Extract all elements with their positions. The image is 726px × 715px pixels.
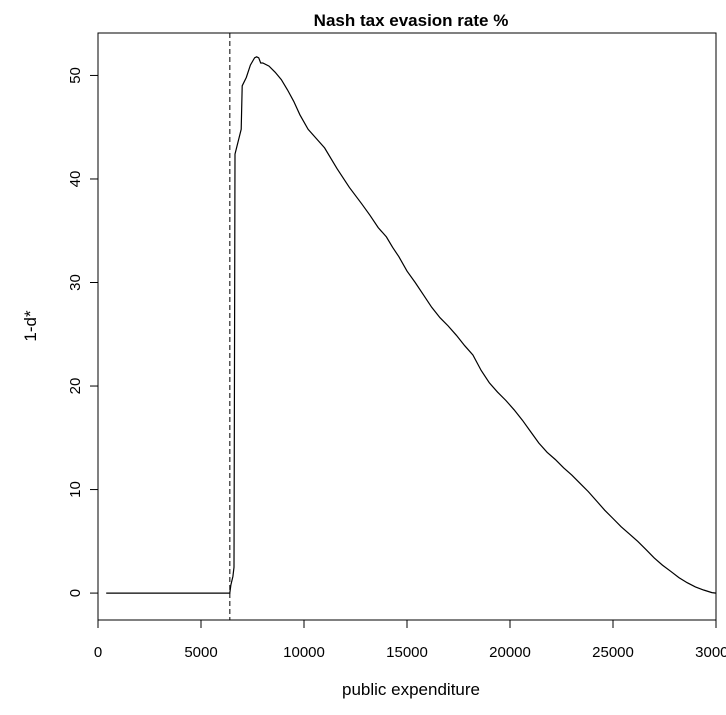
plot-frame — [97, 32, 717, 621]
y-tick-label: 40 — [67, 171, 84, 188]
y-tick-label: 0 — [67, 589, 84, 597]
x-tick-label: 10000 — [283, 644, 325, 661]
x-axis-title: public expenditure — [342, 680, 480, 699]
y-axis: 0 10 20 30 40 50 — [67, 67, 98, 597]
x-tick-label: 25000 — [592, 644, 634, 661]
y-tick-label: 20 — [67, 378, 84, 395]
y-tick-label: 50 — [67, 67, 84, 84]
y-tick-label: 30 — [67, 274, 84, 291]
x-tick-label: 5000 — [184, 644, 217, 661]
x-tick-label: 15000 — [386, 644, 428, 661]
x-tick-label: 20000 — [489, 644, 531, 661]
chart-title: Nash tax evasion rate % — [314, 11, 509, 30]
series-line — [106, 56, 717, 594]
x-tick-label: 0 — [94, 644, 102, 661]
y-tick-label: 10 — [67, 481, 84, 498]
y-axis-title: 1-d* — [21, 310, 40, 342]
